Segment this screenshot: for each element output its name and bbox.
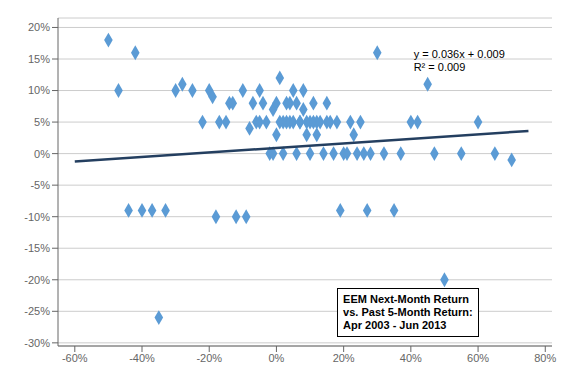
svg-text:20%: 20% — [333, 352, 355, 364]
svg-text:0%: 0% — [268, 352, 284, 364]
svg-text:10%: 10% — [28, 84, 50, 96]
svg-text:-40%: -40% — [129, 352, 155, 364]
svg-text:40%: 40% — [400, 352, 422, 364]
html-text:y = 0.036x + 0.009 R² = 0.009: y = 0.036x + 0.009 R² = 0.009 — [413, 48, 505, 73]
svg-text:80%: 80% — [534, 352, 556, 364]
svg-text:15%: 15% — [28, 53, 50, 65]
html-text:EEM Next-Month Return vs. Past: EEM Next-Month Return vs. Past 5-Month R… — [343, 293, 473, 331]
svg-text:20%: 20% — [28, 21, 50, 33]
svg-text:-30%: -30% — [24, 337, 50, 349]
svg-text:-5%: -5% — [30, 179, 50, 191]
svg-text:5%: 5% — [34, 116, 50, 128]
svg-text:0%: 0% — [34, 148, 50, 160]
svg-text:-15%: -15% — [24, 242, 50, 254]
svg-text:-20%: -20% — [196, 352, 222, 364]
svg-text:-20%: -20% — [24, 274, 50, 286]
svg-text:-10%: -10% — [24, 211, 50, 223]
svg-text:-60%: -60% — [62, 352, 88, 364]
svg-text:60%: 60% — [467, 352, 489, 364]
svg-text:-25%: -25% — [24, 305, 50, 317]
